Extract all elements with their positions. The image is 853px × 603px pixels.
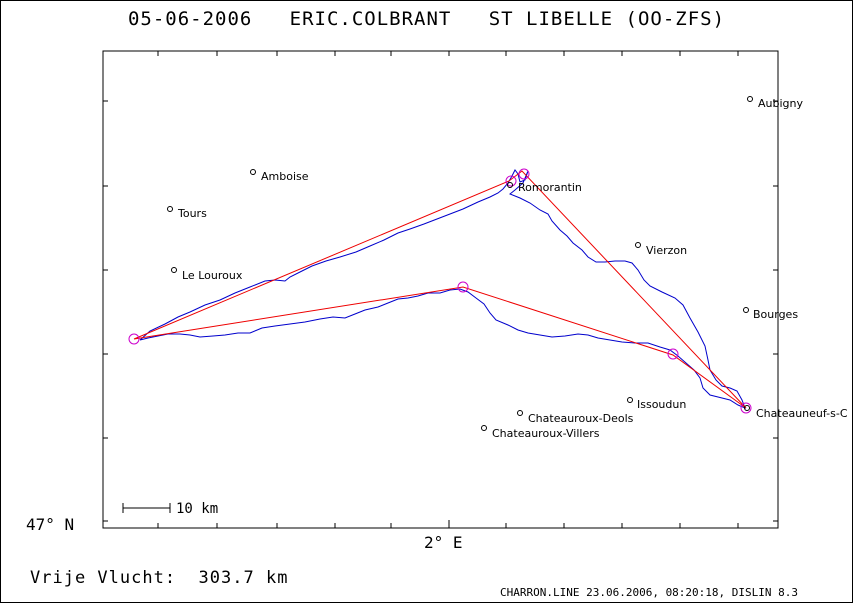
town-dot-vierzon [635,242,641,248]
town-markers [167,96,753,431]
town-dot-bourges [743,307,749,313]
town-label-chateauroux-deols: Chateauroux-Deols [528,412,634,425]
flight-track [139,169,746,409]
turnpoint-markers [128,168,752,414]
flight-distance-label: Vrije Vlucht: [30,568,177,588]
town-dot-tours [167,206,173,212]
town-label-chateauroux-villers: Chateauroux-Villers [492,427,600,440]
footer-info: CHARRON.LINE 23.06.2006, 08:20:18, DISLI… [500,586,799,599]
start-turnpoint [128,333,140,345]
town-dot-amboise [250,169,256,175]
town-dot-aubigny [747,96,753,102]
town-label-romorantin: Romorantin [518,181,582,194]
turnpoint-chateauneuf [740,402,752,414]
town-dot-le-louroux [171,267,177,273]
town-dot-romorantin [507,182,513,188]
turnpoint-romorantin-2 [518,168,530,180]
town-dot-chateauroux-villers [481,425,487,431]
longitude-label: 2° E [424,533,463,552]
x-ticks-bottom [157,520,739,528]
turnpoint-south [457,281,469,293]
town-dot-chateauroux-deols [517,410,523,416]
latitude-label: 47° N [26,515,75,534]
glider-name: ST LIBELLE (OO-ZFS) [488,8,726,30]
town-label-chateauneuf: Chateauneuf-s-C [756,407,848,420]
map-title: 05-06-2006 ERIC.COLBRANT ST LIBELLE (OO-… [0,8,853,30]
y-ticks-left [103,100,108,522]
plot-box [102,50,779,529]
town-label-issoudun: Issoudun [637,398,686,411]
scale-bar [122,503,171,513]
x-ticks-top [157,51,739,56]
town-dot-issoudun [627,397,633,403]
flight-distance: Vrije Vlucht: 303.7 km [30,568,288,588]
town-label-vierzon: Vierzon [646,244,687,257]
pilot-name: ERIC.COLBRANT [289,8,452,30]
town-label-le-louroux: Le Louroux [182,269,243,282]
turnpoint-east [667,348,679,360]
town-label-bourges: Bourges [753,308,798,321]
town-dot-chateauneuf [744,405,750,411]
flight-date: 05-06-2006 [127,8,253,30]
town-label-tours: Tours [177,207,207,220]
flight-distance-value: 303.7 km [198,568,289,588]
turnpoint-romorantin [505,175,517,187]
town-label-amboise: Amboise [261,170,309,183]
town-label-aubigny: Aubigny [758,97,803,110]
task-lines [133,170,747,409]
scale-label: 10 km [176,501,218,517]
y-ticks-right [773,100,778,522]
